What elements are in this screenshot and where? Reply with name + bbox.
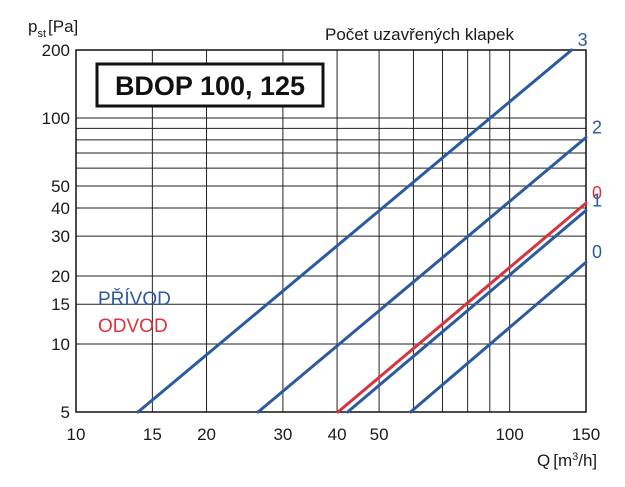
series-label: 1	[592, 190, 602, 210]
series-line	[409, 260, 588, 414]
series-label: 3	[578, 30, 588, 50]
y-tick-label: 100	[42, 109, 70, 128]
legend-group-privod: PŘÍVOD	[98, 288, 171, 310]
x-axis-label-unit-pre: [m	[553, 451, 572, 470]
y-tick-label: 40	[51, 199, 70, 218]
x-axis-label: Q [m3/h]	[537, 451, 597, 470]
y-tick-label: 200	[42, 41, 70, 60]
x-tick-label: 50	[370, 425, 389, 444]
series-line	[336, 201, 588, 414]
series-lines	[136, 48, 588, 414]
y-axis-label-unit: [Pa]	[48, 17, 78, 36]
series-label: 2	[592, 117, 602, 137]
y-axis-label-sub: st	[37, 28, 46, 40]
y-tick-label: 20	[51, 267, 70, 286]
series-label: 0	[592, 242, 602, 262]
series-line	[256, 135, 588, 414]
x-tick-label: 10	[67, 425, 86, 444]
x-axis-label-unit-post: /h]	[578, 451, 597, 470]
y-tick-label: 30	[51, 227, 70, 246]
x-tick-label: 30	[273, 425, 292, 444]
x-tick-label: 150	[572, 425, 600, 444]
y-axis-label: pst [Pa]	[28, 17, 78, 40]
y-tick-label: 5	[61, 403, 70, 422]
x-tick-label: 100	[495, 425, 523, 444]
title-box-frame	[95, 62, 325, 108]
legend-title: Počet uzavřených klapek	[325, 25, 514, 44]
x-tick-label: 40	[328, 425, 347, 444]
x-axis-label-unit-sup: 3	[572, 451, 578, 463]
x-tick-label: 15	[143, 425, 162, 444]
y-axis-label-main: p	[28, 17, 37, 36]
plot-frame	[75, 49, 587, 413]
series-line	[136, 48, 574, 414]
y-tick-label: 15	[51, 295, 70, 314]
series-label: 0	[592, 183, 602, 203]
series-line	[346, 208, 588, 414]
y-tick-label: 10	[51, 335, 70, 354]
grid	[75, 49, 587, 413]
y-tick-label: 50	[51, 177, 70, 196]
title-box: BDOP 100, 125	[95, 62, 325, 108]
x-tick-label: 20	[197, 425, 216, 444]
chart-title: BDOP 100, 125	[115, 71, 305, 101]
legend-group-odvod: ODVOD	[98, 316, 168, 337]
x-axis-label-main: Q	[537, 451, 550, 470]
